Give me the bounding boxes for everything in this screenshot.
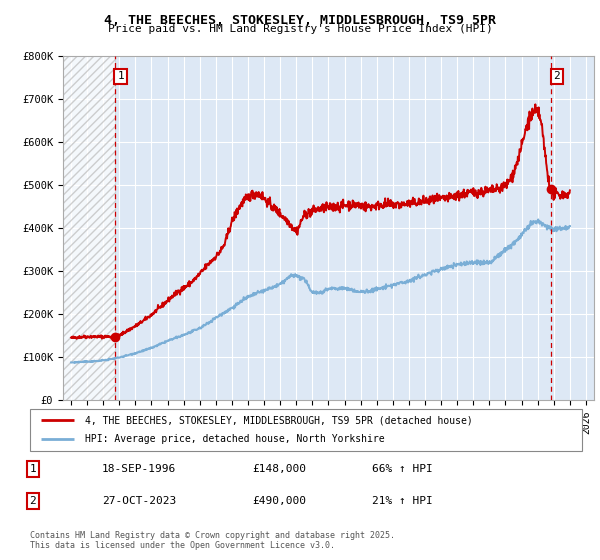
Text: £490,000: £490,000 <box>252 496 306 506</box>
Text: £148,000: £148,000 <box>252 464 306 474</box>
Text: HPI: Average price, detached house, North Yorkshire: HPI: Average price, detached house, Nort… <box>85 435 385 445</box>
Text: 27-OCT-2023: 27-OCT-2023 <box>102 496 176 506</box>
Text: 4, THE BEECHES, STOKESLEY, MIDDLESBROUGH, TS9 5PR: 4, THE BEECHES, STOKESLEY, MIDDLESBROUGH… <box>104 14 496 27</box>
Text: Contains HM Land Registry data © Crown copyright and database right 2025.
This d: Contains HM Land Registry data © Crown c… <box>30 531 395 550</box>
Text: 18-SEP-1996: 18-SEP-1996 <box>102 464 176 474</box>
Text: 21% ↑ HPI: 21% ↑ HPI <box>372 496 433 506</box>
Text: 1: 1 <box>29 464 37 474</box>
Text: 1: 1 <box>117 72 124 82</box>
Text: 66% ↑ HPI: 66% ↑ HPI <box>372 464 433 474</box>
Text: 2: 2 <box>29 496 37 506</box>
Text: 2: 2 <box>553 72 560 82</box>
FancyBboxPatch shape <box>30 409 582 451</box>
Text: 4, THE BEECHES, STOKESLEY, MIDDLESBROUGH, TS9 5PR (detached house): 4, THE BEECHES, STOKESLEY, MIDDLESBROUGH… <box>85 415 473 425</box>
Text: Price paid vs. HM Land Registry's House Price Index (HPI): Price paid vs. HM Land Registry's House … <box>107 24 493 34</box>
